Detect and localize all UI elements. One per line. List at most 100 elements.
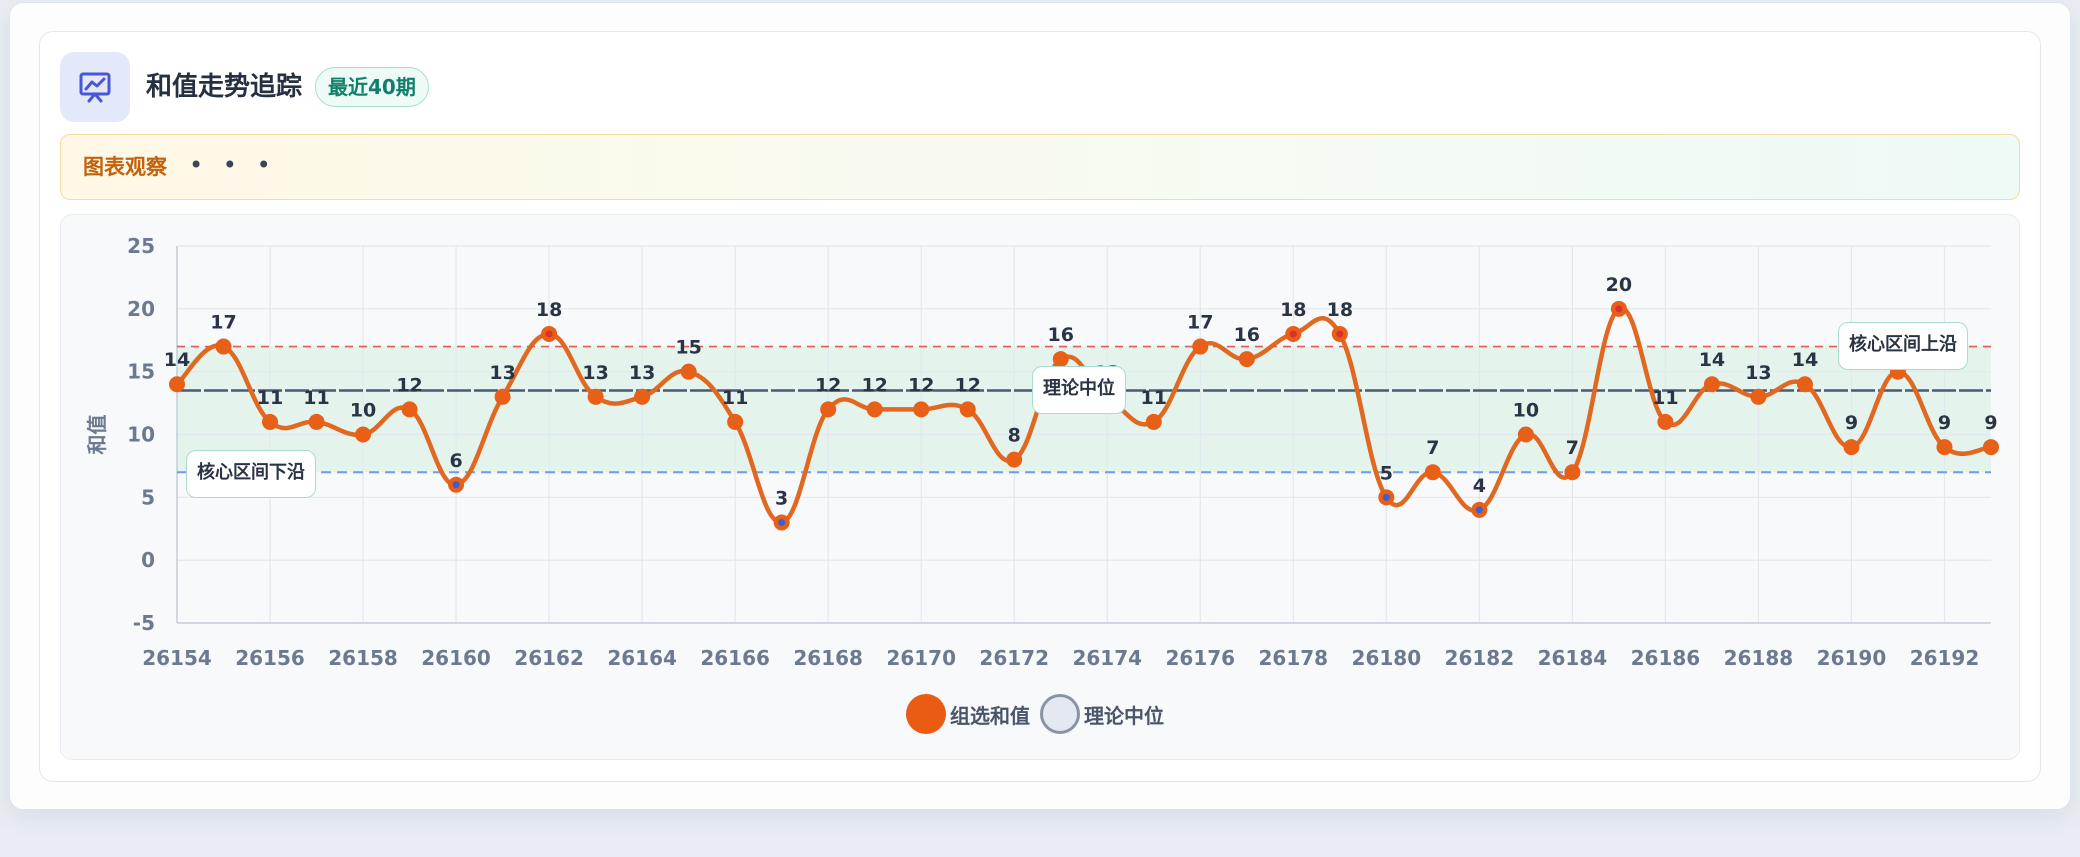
x-tick-label: 26154	[142, 646, 212, 670]
data-point	[727, 413, 744, 430]
hot-marker	[1615, 305, 1623, 313]
hot-marker	[1289, 330, 1297, 338]
y-tick-label: 15	[127, 360, 155, 384]
data-point	[1052, 351, 1069, 368]
data-label: 3	[775, 487, 788, 509]
annotation-median: 理论中位	[1032, 366, 1126, 414]
data-label: 11	[722, 387, 748, 409]
data-point	[634, 388, 651, 405]
x-tick-label: 26174	[1072, 646, 1142, 670]
x-tick-label: 26176	[1165, 646, 1235, 670]
legend-label-sum: 组选和值	[950, 703, 1030, 728]
legend-item-sum[interactable]: 组选和值	[906, 694, 1030, 734]
x-tick-label: 26184	[1538, 646, 1608, 670]
observation-bar[interactable]: 图表观察 • • •	[60, 134, 2020, 200]
data-label: 7	[1426, 437, 1439, 459]
legend-swatch-median	[1040, 694, 1080, 734]
data-label: 14	[1792, 349, 1818, 371]
cold-marker	[452, 481, 460, 489]
data-label: 11	[1141, 387, 1167, 409]
data-point	[494, 388, 511, 405]
data-label: 12	[908, 374, 934, 396]
x-tick-label: 26156	[235, 646, 305, 670]
more-dots-icon[interactable]: • • •	[189, 151, 277, 179]
y-axis-label: 和值	[85, 415, 109, 455]
x-tick-label: 26186	[1631, 646, 1701, 670]
data-point	[1657, 413, 1674, 430]
data-point	[1750, 388, 1767, 405]
data-point	[680, 363, 697, 380]
data-label: 13	[629, 362, 655, 384]
data-label: 16	[1234, 324, 1260, 346]
x-tick-label: 26192	[1910, 646, 1980, 670]
data-point	[308, 413, 325, 430]
y-tick-label: 25	[127, 234, 155, 258]
data-label: 18	[1280, 299, 1306, 321]
data-point	[262, 413, 279, 430]
data-point	[1843, 439, 1860, 456]
y-tick-label: 0	[141, 548, 155, 572]
data-label: 12	[815, 374, 841, 396]
data-point	[169, 376, 185, 393]
data-label: 13	[489, 362, 515, 384]
cold-marker	[1475, 506, 1483, 514]
chart-panel	[60, 214, 2020, 760]
legend-item-median[interactable]: 理论中位	[1040, 694, 1164, 734]
x-tick-label: 26164	[607, 646, 677, 670]
data-label: 12	[396, 374, 422, 396]
data-label: 5	[1380, 462, 1393, 484]
annotation-lower-bound: 核心区间下沿	[186, 450, 316, 498]
x-tick-label: 26178	[1259, 646, 1329, 670]
data-label: 10	[1513, 400, 1539, 422]
data-label: 9	[1938, 412, 1951, 434]
data-label: 11	[1652, 387, 1678, 409]
data-point	[820, 401, 837, 418]
x-tick-label: 26182	[1445, 646, 1515, 670]
data-label: 11	[303, 387, 329, 409]
data-label: 11	[257, 387, 283, 409]
data-point	[355, 426, 372, 443]
x-tick-label: 26170	[886, 646, 956, 670]
cold-marker	[1382, 493, 1390, 501]
data-point	[1796, 376, 1813, 393]
data-label: 18	[1327, 299, 1353, 321]
period-badge: 最近40期	[315, 67, 429, 107]
data-point	[959, 401, 976, 418]
x-tick-label: 26158	[328, 646, 398, 670]
data-label: 13	[582, 362, 608, 384]
data-label: 16	[1048, 324, 1074, 346]
legend-swatch-sum	[906, 694, 946, 734]
data-point	[401, 401, 418, 418]
data-point	[913, 401, 930, 418]
data-point	[1145, 413, 1162, 430]
data-label: 15	[675, 337, 701, 359]
x-tick-label: 26172	[979, 646, 1049, 670]
y-tick-label: 10	[127, 423, 155, 447]
data-label: 20	[1606, 274, 1632, 296]
cold-marker	[778, 518, 786, 526]
chart-legend: 组选和值 理论中位	[906, 694, 1164, 734]
data-label: 4	[1473, 475, 1486, 497]
hot-marker	[1336, 330, 1344, 338]
hot-marker	[545, 330, 553, 338]
data-label: 12	[954, 374, 980, 396]
data-label: 6	[449, 450, 462, 472]
data-point	[1517, 426, 1534, 443]
data-point	[1564, 464, 1581, 481]
legend-label-median: 理论中位	[1084, 703, 1164, 728]
page-title: 和值走势追踪	[146, 72, 303, 102]
x-tick-label: 26190	[1817, 646, 1887, 670]
data-point	[1192, 338, 1209, 355]
data-label: 7	[1566, 437, 1579, 459]
x-tick-label: 26162	[514, 646, 584, 670]
x-tick-label: 26180	[1352, 646, 1422, 670]
x-tick-label: 26188	[1724, 646, 1794, 670]
data-point	[215, 338, 232, 355]
data-point	[1006, 451, 1023, 468]
y-tick-label: 20	[127, 297, 155, 321]
data-point	[1983, 439, 1999, 456]
data-point	[587, 388, 604, 405]
data-label: 8	[1008, 425, 1021, 447]
x-tick-label: 26168	[793, 646, 863, 670]
data-point	[1703, 376, 1720, 393]
